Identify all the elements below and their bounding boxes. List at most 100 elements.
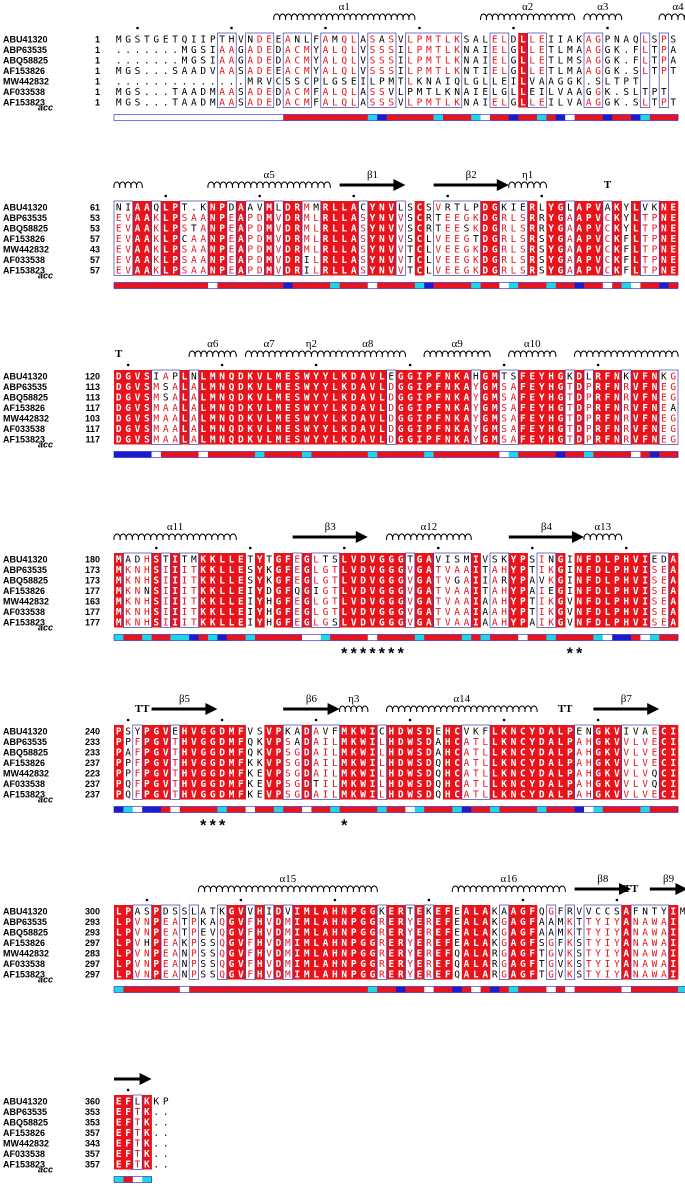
identical-column bbox=[123, 1095, 134, 1170]
residue: P bbox=[247, 234, 253, 245]
residue: D bbox=[163, 907, 169, 918]
residue: A bbox=[492, 586, 498, 597]
residue: Q bbox=[229, 403, 235, 414]
residue: G bbox=[492, 255, 498, 266]
residue: L bbox=[407, 77, 413, 88]
residue: M bbox=[304, 917, 310, 928]
residue: A bbox=[539, 77, 545, 88]
residue: K bbox=[200, 565, 206, 576]
residue: A bbox=[464, 959, 470, 970]
residue: E bbox=[238, 555, 244, 566]
residue: V bbox=[407, 597, 413, 608]
residue: I bbox=[417, 435, 423, 446]
residue: R bbox=[257, 77, 263, 88]
acc-cell bbox=[584, 114, 594, 121]
strand-label: β1 bbox=[367, 169, 378, 181]
acc-cell bbox=[283, 282, 293, 289]
residue: L bbox=[529, 45, 535, 56]
helix-label: α11 bbox=[167, 521, 183, 533]
residue: V bbox=[370, 372, 376, 383]
identical-column bbox=[151, 553, 162, 628]
residue: N bbox=[135, 597, 141, 608]
residue: T bbox=[191, 607, 197, 618]
residue: M bbox=[464, 555, 470, 566]
residue: L bbox=[313, 949, 319, 960]
residue: S bbox=[520, 255, 526, 266]
residue: L bbox=[341, 565, 347, 576]
residue: L bbox=[605, 618, 611, 629]
residue: V bbox=[257, 435, 263, 446]
residue: L bbox=[633, 737, 639, 748]
residue: N bbox=[219, 414, 225, 425]
residue: H bbox=[586, 779, 592, 790]
residue: I bbox=[191, 35, 197, 46]
residue: W bbox=[360, 779, 366, 790]
residue: M bbox=[285, 949, 291, 960]
residue: K bbox=[351, 758, 357, 769]
residue: L bbox=[313, 970, 319, 981]
residue: F bbox=[435, 382, 441, 393]
residue: Y bbox=[323, 414, 329, 425]
identical-column bbox=[358, 725, 369, 800]
residue: A bbox=[567, 266, 573, 277]
residue: A bbox=[426, 565, 432, 576]
residue: L bbox=[341, 607, 347, 618]
residue: L bbox=[332, 758, 338, 769]
residue: K bbox=[454, 435, 460, 446]
residue: W bbox=[407, 737, 413, 748]
identical-column bbox=[433, 905, 444, 980]
residue: G bbox=[370, 907, 376, 918]
residue: E bbox=[238, 607, 244, 618]
residue: C bbox=[520, 779, 526, 790]
residue: N bbox=[341, 970, 347, 981]
residue: Y bbox=[661, 907, 667, 918]
residue: H bbox=[623, 607, 629, 618]
residue: F bbox=[247, 917, 253, 928]
residue: L bbox=[520, 35, 526, 46]
residue: I bbox=[163, 597, 169, 608]
identical-column bbox=[405, 725, 416, 800]
acc-cell bbox=[236, 451, 246, 458]
residue: L bbox=[200, 414, 206, 425]
residue: L bbox=[313, 618, 319, 629]
residue: P bbox=[417, 56, 423, 67]
residue: K bbox=[144, 1160, 150, 1171]
residue: A bbox=[576, 779, 582, 790]
residue: . bbox=[182, 77, 188, 88]
sequence-name: MW442832 bbox=[3, 245, 49, 255]
residue: K bbox=[605, 87, 611, 98]
sequence-row: AF153823 357 E F T K.. bbox=[3, 1160, 169, 1171]
sequence-start: 120 bbox=[85, 372, 100, 382]
acc-cell bbox=[659, 806, 669, 813]
residue: A bbox=[313, 737, 319, 748]
residue: I bbox=[370, 758, 376, 769]
residue: L bbox=[332, 435, 338, 446]
residue: N bbox=[341, 917, 347, 928]
acc-cell bbox=[217, 282, 228, 289]
residue: T bbox=[407, 266, 413, 277]
residue: Y bbox=[370, 245, 376, 256]
residue: A bbox=[135, 213, 141, 224]
residue: L bbox=[473, 928, 479, 939]
acc-cell bbox=[555, 806, 566, 813]
residue: D bbox=[351, 424, 357, 435]
residue: D bbox=[482, 213, 488, 224]
residue: P bbox=[219, 266, 225, 277]
acc-cell bbox=[508, 282, 519, 289]
residue: T bbox=[529, 565, 535, 576]
residue: A bbox=[464, 748, 470, 759]
residue: L bbox=[182, 424, 188, 435]
residue: K bbox=[567, 917, 573, 928]
residue: Y bbox=[511, 565, 517, 576]
residue: G bbox=[558, 586, 564, 597]
acc-cell bbox=[349, 451, 359, 458]
identical-column bbox=[602, 370, 613, 445]
residue: P bbox=[191, 917, 197, 928]
identical-column bbox=[283, 201, 293, 276]
sequence-row: ABU41320 61 N I A A Q L P T. K N P D A A V M L D R M M R L L A C Y N V… bbox=[3, 203, 676, 214]
residue: . bbox=[586, 77, 592, 88]
acc-cell bbox=[527, 634, 538, 641]
residue: A bbox=[511, 907, 517, 918]
residue: . bbox=[163, 1160, 169, 1171]
residue: E bbox=[445, 255, 451, 266]
